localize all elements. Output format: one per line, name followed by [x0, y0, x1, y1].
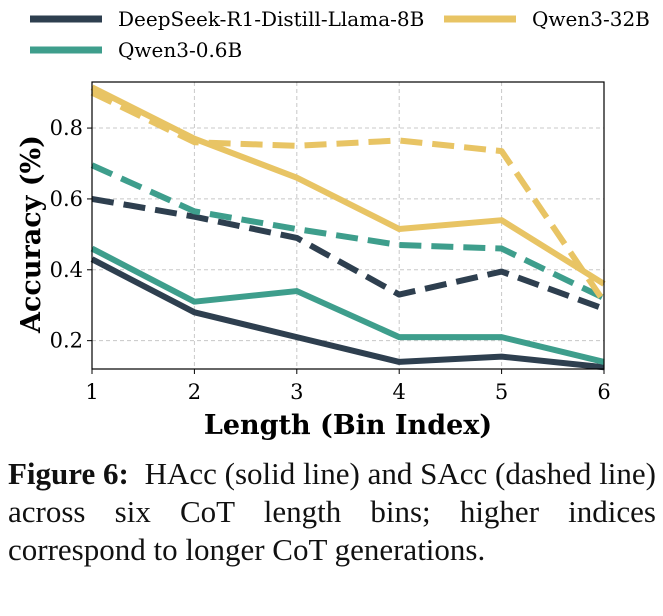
series-line-qwen3-32b-solid: [90, 84, 606, 287]
series-lines: [90, 84, 607, 371]
plot-frame: [91, 81, 605, 370]
y-tick-label: 0.2: [50, 329, 83, 353]
legend-label: Qwen3-0.6B: [118, 38, 242, 62]
series-line-deepseek-r1-distill-llama-8b-solid: [90, 256, 605, 371]
legend-label: DeepSeek-R1-Distill-Llama-8B: [118, 7, 424, 31]
y-tick-label: 0.4: [50, 258, 83, 282]
series-line-qwen3-0-6b-solid: [90, 245, 605, 365]
y-axis-label: Accuracy (%): [16, 135, 47, 334]
series-line-deepseek-r1-distill-llama-8b-dashed: [91, 195, 606, 312]
x-tick-label: 6: [597, 380, 610, 404]
series-line-qwen3-0-6b-dashed: [90, 162, 606, 301]
y-axis-ticks: 0.2 0.4 0.6 0.8: [50, 116, 92, 353]
figure-caption: Figure 6: HAcc (solid line) and SAcc (da…: [8, 455, 656, 569]
legend: DeepSeek-R1-Distill-Llama-8B Qwen3-32B Qwe…: [30, 7, 650, 62]
series-line-qwen3-32b-dashed: [90, 89, 607, 304]
x-tick-label: 4: [393, 380, 406, 404]
x-tick-label: 5: [495, 380, 508, 404]
legend-label: Qwen3-32B: [532, 7, 650, 31]
x-tick-label: 3: [290, 380, 303, 404]
x-tick-label: 1: [85, 380, 98, 404]
y-tick-label: 0.8: [50, 116, 83, 140]
x-axis-label: Length (Bin Index): [204, 410, 492, 441]
figure-label: Figure 6:: [8, 456, 129, 491]
x-tick-label: 2: [188, 380, 201, 404]
accuracy-line-chart: 1 2 3 4 5 6 0.2 0.4 0.6 0.8 Length (Bin Index) A…: [16, 7, 650, 441]
y-tick-label: 0.6: [50, 187, 83, 211]
x-axis-ticks: 1 2 3 4 5 6: [85, 369, 611, 404]
figure-caption-text: HAcc (solid line) and SAcc (dashed line)…: [8, 456, 657, 567]
